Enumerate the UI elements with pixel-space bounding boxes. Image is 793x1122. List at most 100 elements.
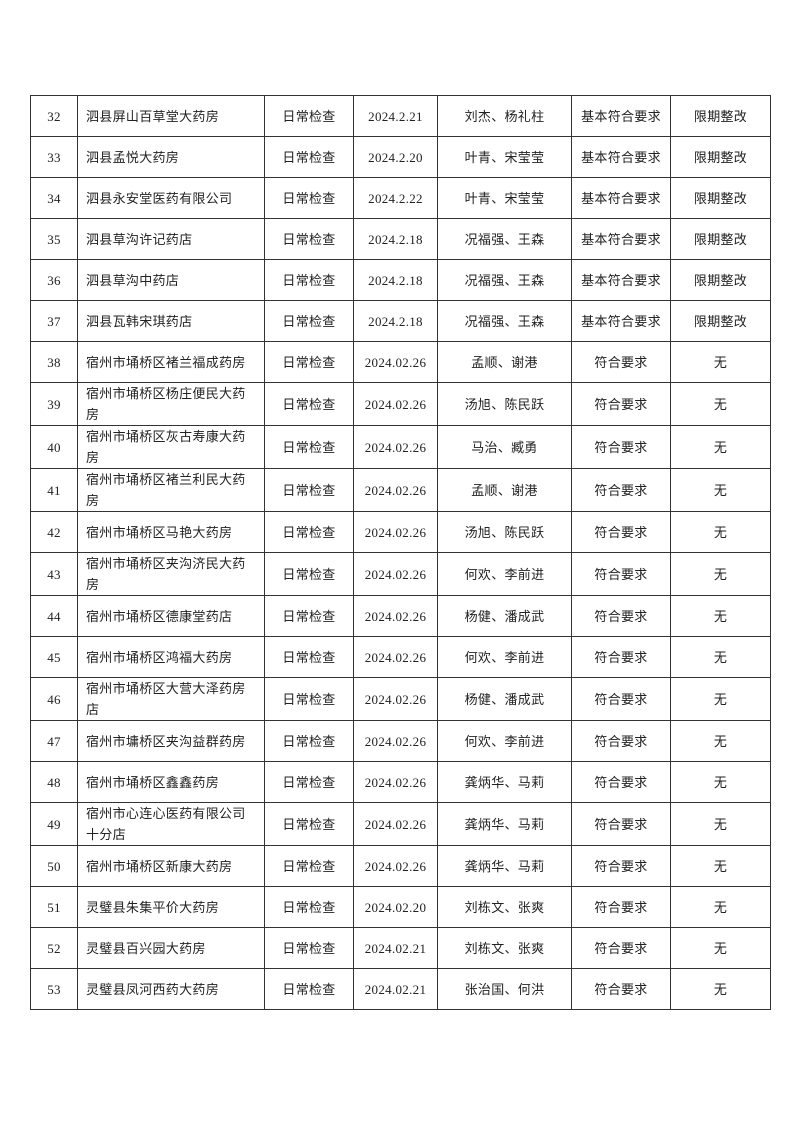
- cell-result: 符合要求: [571, 845, 671, 887]
- table-row: 34 泗县永安堂医药有限公司 日常检查 2024.2.22 叶青、宋莹莹 基本符合要求 限期…: [30, 177, 771, 219]
- table-row: 44 宿州市埇桥区德康堂药店 日常检查 2024.02.26 杨健、潘成武 符合要求无: [30, 595, 771, 637]
- cell-no: 37: [30, 300, 78, 342]
- cell-action: 无: [670, 511, 771, 553]
- table-row: 35 泗县草沟许记药店 日常检查 2024.2.18 况福强、王森 基本符合要求 限期整改: [30, 218, 771, 260]
- cell-no: 33: [30, 136, 78, 178]
- cell-action: 无: [670, 927, 771, 969]
- table-row: 39 宿州市埇桥区杨庄便民大药房 日常检查 2024.02.26 汤旭、陈民跃 符合要求无: [30, 382, 771, 426]
- cell-name: 宿州市埇桥区杨庄便民大药房: [77, 382, 265, 426]
- cell-no: 43: [30, 552, 78, 596]
- table-row: 38 宿州市埇桥区褚兰福成药房 日常检查 2024.02.26 孟顺、谢港 符合要求无: [30, 341, 771, 383]
- cell-result: 符合要求: [571, 677, 671, 721]
- cell-date: 2024.2.18: [353, 218, 438, 260]
- cell-no: 44: [30, 595, 78, 637]
- cell-result: 符合要求: [571, 552, 671, 596]
- cell-no: 46: [30, 677, 78, 721]
- cell-name: 灵璧县朱集平价大药房: [77, 886, 265, 928]
- table-row: 45 宿州市埇桥区鸿福大药房 日常检查 2024.02.26 何欢、李前进 符合要求无: [30, 636, 771, 678]
- cell-no: 52: [30, 927, 78, 969]
- cell-result: 符合要求: [571, 382, 671, 426]
- cell-name: 泗县永安堂医药有限公司: [77, 177, 265, 219]
- cell-inspectors: 刘杰、杨礼柱: [437, 95, 572, 137]
- cell-action: 限期整改: [670, 136, 771, 178]
- cell-no: 35: [30, 218, 78, 260]
- cell-no: 53: [30, 968, 78, 1010]
- table-row: 50 宿州市埇桥区新康大药房 日常检查 2024.02.26 龚炳华、马莉 符合要求无: [30, 845, 771, 887]
- cell-type: 日常检查: [264, 300, 354, 342]
- cell-type: 日常检查: [264, 425, 354, 469]
- cell-date: 2024.02.21: [353, 927, 438, 969]
- cell-result: 基本符合要求: [571, 136, 671, 178]
- table-row: 40 宿州市埇桥区灰古寿康大药房 日常检查 2024.02.26 马治、臧勇 符合要求无: [30, 425, 771, 469]
- cell-type: 日常检查: [264, 636, 354, 678]
- cell-name: 泗县孟悦大药房: [77, 136, 265, 178]
- cell-result: 符合要求: [571, 802, 671, 846]
- cell-no: 39: [30, 382, 78, 426]
- cell-name: 泗县屏山百草堂大药房: [77, 95, 265, 137]
- cell-date: 2024.02.26: [353, 845, 438, 887]
- cell-inspectors: 何欢、李前进: [437, 552, 572, 596]
- cell-action: 无: [670, 886, 771, 928]
- cell-action: 无: [670, 595, 771, 637]
- table-row: 52 灵璧县百兴园大药房 日常检查 2024.02.21 刘栋文、张爽 符合要求无: [30, 927, 771, 969]
- cell-date: 2024.02.26: [353, 761, 438, 803]
- table-row: 36 泗县草沟中药店 日常检查 2024.2.18 况福强、王森 基本符合要求 限期整改: [30, 259, 771, 301]
- cell-no: 38: [30, 341, 78, 383]
- table-row: 53 灵璧县凤河西药大药房 日常检查 2024.02.21 张治国、何洪 符合要求无: [30, 968, 771, 1010]
- cell-no: 36: [30, 259, 78, 301]
- cell-name: 宿州市埇桥区褚兰福成药房: [77, 341, 265, 383]
- cell-result: 符合要求: [571, 968, 671, 1010]
- cell-action: 无: [670, 720, 771, 762]
- cell-action: 限期整改: [670, 95, 771, 137]
- cell-name: 宿州市埇桥区灰古寿康大药房: [77, 425, 265, 469]
- cell-no: 41: [30, 468, 78, 512]
- cell-name: 宿州市墉桥区夹沟益群药房: [77, 720, 265, 762]
- cell-date: 2024.02.26: [353, 677, 438, 721]
- table-row: 43 宿州市埇桥区夹沟济民大药房 日常检查 2024.02.26 何欢、李前进 符合要求无: [30, 552, 771, 596]
- table-row: 41 宿州市埇桥区褚兰利民大药房 日常检查 2024.02.26 孟顺、谢港 符合要求无: [30, 468, 771, 512]
- cell-type: 日常检查: [264, 382, 354, 426]
- cell-inspectors: 何欢、李前进: [437, 636, 572, 678]
- cell-inspectors: 张治国、何洪: [437, 968, 572, 1010]
- cell-inspectors: 况福强、王森: [437, 259, 572, 301]
- table-row: 33 泗县孟悦大药房 日常检查 2024.2.20 叶青、宋莹莹 基本符合要求 限期整改: [30, 136, 771, 178]
- cell-result: 符合要求: [571, 761, 671, 803]
- cell-inspectors: 杨健、潘成武: [437, 595, 572, 637]
- cell-type: 日常检查: [264, 968, 354, 1010]
- cell-inspectors: 叶青、宋莹莹: [437, 177, 572, 219]
- table-row: 51 灵璧县朱集平价大药房 日常检查 2024.02.20 刘栋文、张爽 符合要求无: [30, 886, 771, 928]
- cell-result: 基本符合要求: [571, 218, 671, 260]
- cell-date: 2024.02.26: [353, 341, 438, 383]
- cell-action: 无: [670, 552, 771, 596]
- cell-name: 宿州市埇桥区大营大泽药房店: [77, 677, 265, 721]
- cell-inspectors: 孟顺、谢港: [437, 468, 572, 512]
- cell-action: 限期整改: [670, 259, 771, 301]
- cell-type: 日常检查: [264, 341, 354, 383]
- cell-name: 宿州市心连心医药有限公司十分店: [77, 802, 265, 846]
- cell-action: 无: [670, 468, 771, 512]
- cell-type: 日常检查: [264, 259, 354, 301]
- cell-type: 日常检查: [264, 595, 354, 637]
- cell-date: 2024.02.26: [353, 636, 438, 678]
- cell-result: 基本符合要求: [571, 300, 671, 342]
- table-row: 46 宿州市埇桥区大营大泽药房店 日常检查 2024.02.26 杨健、潘成武 符合要求无: [30, 677, 771, 721]
- cell-type: 日常检查: [264, 511, 354, 553]
- cell-type: 日常检查: [264, 802, 354, 846]
- cell-result: 符合要求: [571, 720, 671, 762]
- cell-action: 无: [670, 761, 771, 803]
- inspection-table: 32 泗县屏山百草堂大药房 日常检查 2024.2.21 刘杰、杨礼柱 基本符合要求 限期整…: [30, 95, 771, 1010]
- cell-inspectors: 何欢、李前进: [437, 720, 572, 762]
- cell-result: 符合要求: [571, 886, 671, 928]
- cell-date: 2024.02.26: [353, 425, 438, 469]
- cell-date: 2024.02.26: [353, 802, 438, 846]
- cell-type: 日常检查: [264, 927, 354, 969]
- cell-name: 灵璧县百兴园大药房: [77, 927, 265, 969]
- cell-name: 宿州市埇桥区鑫鑫药房: [77, 761, 265, 803]
- cell-no: 40: [30, 425, 78, 469]
- cell-action: 无: [670, 802, 771, 846]
- cell-date: 2024.02.20: [353, 886, 438, 928]
- cell-date: 2024.02.26: [353, 468, 438, 512]
- cell-type: 日常检查: [264, 136, 354, 178]
- cell-name: 泗县草沟许记药店: [77, 218, 265, 260]
- cell-no: 45: [30, 636, 78, 678]
